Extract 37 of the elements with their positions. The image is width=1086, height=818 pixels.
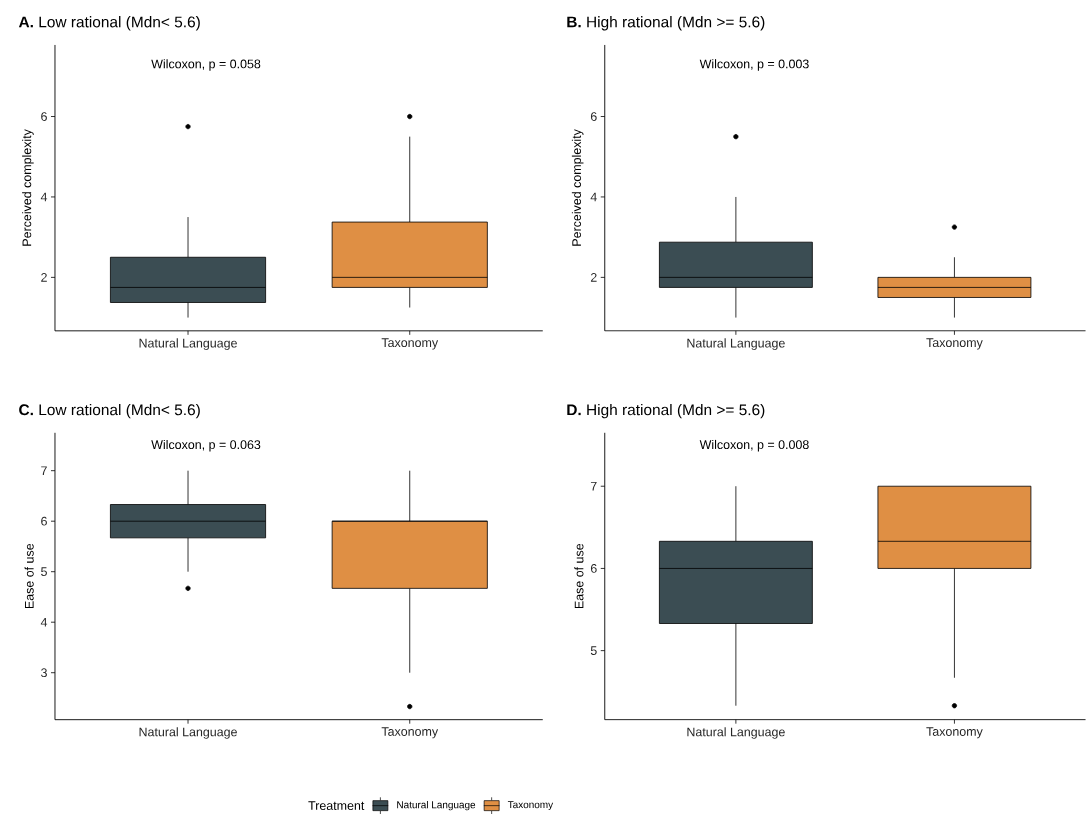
x-tick-label: Natural Language <box>687 727 785 739</box>
y-tick-label: 2 <box>41 273 47 282</box>
y-tick-label: 5 <box>41 567 47 577</box>
legend-label: Taxonomy <box>507 801 554 811</box>
y-tick-label: 6 <box>590 564 597 574</box>
x-tick-label: Taxonomy <box>926 338 983 350</box>
annotation: Wilcoxon, p = 0.008 <box>699 440 809 452</box>
x-tick-label: Taxonomy <box>381 727 439 739</box>
annotation: Wilcoxon, p = 0.063 <box>151 440 261 452</box>
y-tick-label: 4 <box>40 618 48 627</box>
x-tick-label: Natural Language <box>139 727 237 739</box>
y-tick-label: 6 <box>41 112 47 122</box>
y-axis-title: Perceived complexity <box>22 129 34 246</box>
x-tick-label: Taxonomy <box>926 727 983 739</box>
y-tick-label: 7 <box>590 482 597 491</box>
y-axis-title: Ease of use <box>574 544 584 609</box>
chart-title: B. High rational (Mdn >= 5.6) <box>567 16 765 31</box>
annotation: Wilcoxon, p = 0.003 <box>699 59 809 71</box>
y-axis-title: Perceived complexity <box>571 129 584 246</box>
y-tick-label: 3 <box>41 668 47 678</box>
y-axis-title: Ease of use <box>24 544 34 609</box>
chart-title: A. Low rational (Mdn< 5.6) <box>18 16 200 31</box>
legend-label: Natural Language <box>397 801 476 811</box>
x-tick-label: Natural Language <box>687 338 785 351</box>
chart-title: C. Low rational (Mdn< 5.6) <box>19 404 200 419</box>
x-tick-label: Natural Language <box>139 338 237 351</box>
y-tick-label: 7 <box>41 466 47 476</box>
chart-title: D. High rational (Mdn >= 5.6) <box>567 404 765 419</box>
y-tick-label: 4 <box>590 192 597 202</box>
y-tick-label: 2 <box>590 273 597 282</box>
x-tick-label: Taxonomy <box>381 338 439 350</box>
annotation: Wilcoxon, p = 0.058 <box>151 59 261 71</box>
legend-title: Treatment <box>308 801 365 811</box>
y-tick-label: 5 <box>590 646 597 656</box>
y-tick-label: 6 <box>41 516 47 526</box>
y-tick-label: 4 <box>40 192 48 202</box>
y-tick-label: 6 <box>590 112 597 122</box>
